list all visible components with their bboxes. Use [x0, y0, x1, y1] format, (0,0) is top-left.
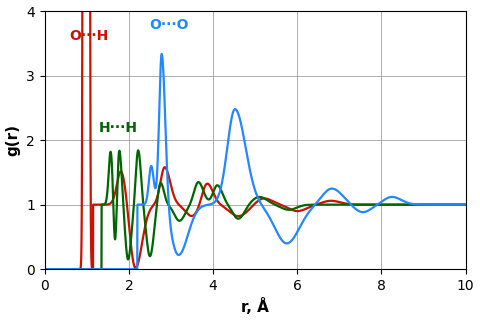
Text: O···O: O···O: [149, 18, 189, 32]
Text: O···H: O···H: [69, 29, 108, 43]
Y-axis label: g(r): g(r): [6, 124, 21, 156]
X-axis label: r, Å: r, Å: [241, 299, 269, 316]
Text: H···H: H···H: [98, 121, 138, 135]
